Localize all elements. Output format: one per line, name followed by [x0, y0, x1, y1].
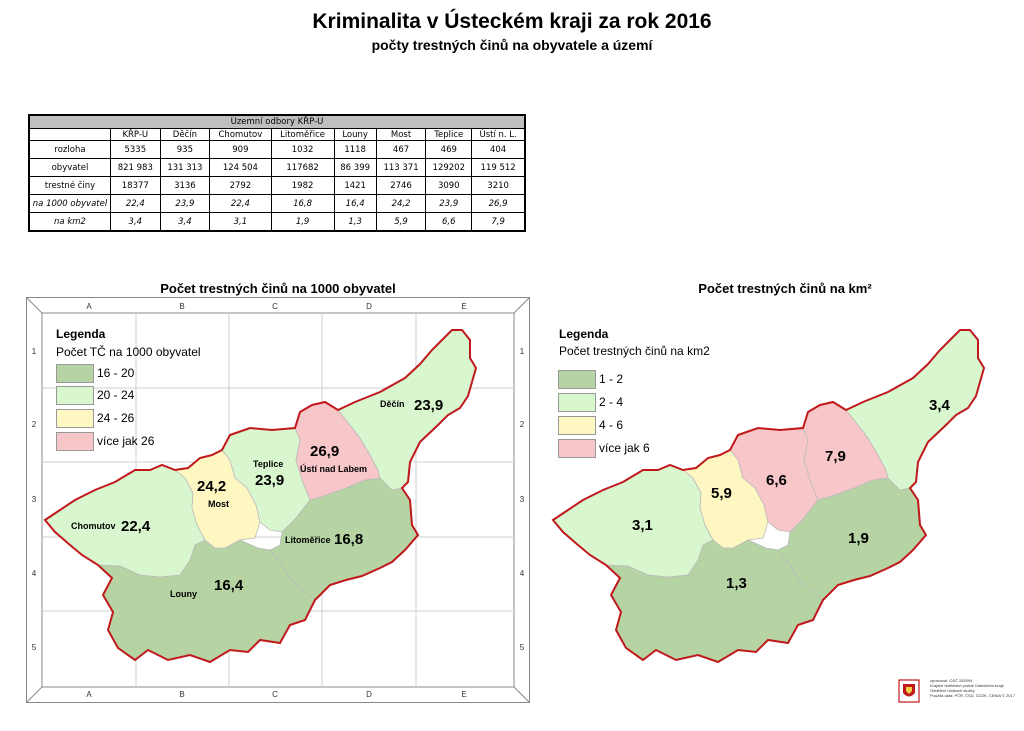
district-value-label: 6,6 — [766, 472, 787, 489]
table-cell: 1,3 — [333, 212, 377, 232]
legend-subtitle: Počet trestných činů na km2 — [559, 344, 710, 358]
legend-swatch — [56, 409, 94, 428]
grid-row-label: 5 — [32, 643, 37, 652]
table-group-header-row: Územní odbory KŘP-U — [28, 114, 526, 129]
map1-title: Počet trestných činů na 1000 obyvatel — [160, 281, 396, 296]
table-row: na km2 3,4 3,4 3,1 1,9 1,3 5,9 6,6 7,9 — [28, 212, 526, 232]
page-title: Kriminalita v Ústeckém kraji za rok 2016 — [312, 10, 712, 33]
legend-subtitle: Počet TČ na 1000 obyvatel — [56, 345, 201, 359]
grid-row-label: 1 — [32, 347, 37, 356]
legend-swatch — [56, 386, 94, 405]
grid-col-label: A — [86, 302, 92, 311]
grid-col-label: C — [272, 302, 278, 311]
district-value-label: 22,4 — [121, 518, 151, 535]
district-name-label: Louny — [170, 589, 197, 599]
district-name-label: Litoměřice — [285, 535, 331, 545]
page-subtitle: počty trestných činů na obyvatele a územ… — [371, 37, 653, 53]
grid-col-label: D — [366, 302, 372, 311]
legend-label: více jak 6 — [599, 441, 650, 455]
district-value-label: 24,2 — [197, 478, 226, 495]
grid-col-label: B — [179, 690, 184, 699]
grid-row-label: 3 — [520, 495, 525, 504]
grid-row-label: 2 — [520, 420, 525, 429]
legend-label: více jak 26 — [97, 434, 155, 448]
grid-row-label: 5 — [520, 643, 525, 652]
table-group-header: Územní odbory KŘP-U — [28, 114, 526, 129]
district-value-label: 23,9 — [255, 472, 284, 489]
legend-label: 16 - 20 — [97, 366, 135, 380]
map2-title: Počet trestných činů na km² — [698, 281, 872, 296]
grid-col-label: D — [366, 690, 372, 699]
legend-swatch — [56, 432, 94, 451]
district-value-label: 7,9 — [825, 448, 846, 465]
grid-col-label: C — [272, 690, 278, 699]
table-cell: 3,1 — [209, 212, 272, 232]
footer-line: zpracoval: OSČ 282094 — [930, 678, 973, 683]
legend-title: Legenda — [56, 327, 106, 341]
map1-frame: A B C D E A B C D E 1 2 3 4 5 1 2 3 4 5 — [26, 297, 530, 703]
legend-swatch — [558, 439, 596, 458]
row-label: na 1000 obyvatel — [28, 194, 111, 213]
district-name-label: Most — [208, 499, 229, 509]
legend-label: 20 - 24 — [97, 388, 135, 402]
statistics-table: Územní odbory KŘP-U KŘP-U Děčín Chomutov… — [28, 114, 526, 232]
district-name-label: Děčín — [380, 399, 405, 409]
police-emblem-icon — [898, 679, 920, 703]
table-cell: 24,2 — [375, 194, 427, 213]
table-cell: 16,4 — [333, 194, 377, 213]
district-value-label: 26,9 — [310, 443, 339, 460]
legend-swatch — [558, 370, 596, 389]
district-value-label: 16,4 — [214, 577, 244, 594]
legend-swatch — [56, 364, 94, 383]
legend-label: 4 - 6 — [599, 418, 624, 432]
grid-col-label: E — [461, 302, 466, 311]
district-name-label: Teplice — [253, 459, 283, 469]
grid-row-label: 3 — [32, 495, 37, 504]
table-cell: 22,4 — [209, 194, 272, 213]
district-name-label: Ústí nad Labem — [300, 463, 367, 474]
footer-line: Oddělení hlídkové služby — [930, 688, 975, 693]
legend-label: 1 - 2 — [599, 372, 624, 386]
grid-row-label: 4 — [520, 569, 525, 578]
district-value-label: 3,1 — [632, 517, 653, 534]
district-value-label: 16,8 — [334, 531, 363, 548]
table-row: na 1000 obyvatel 22,4 23,9 22,4 16,8 16,… — [28, 194, 526, 213]
grid-col-label: A — [86, 690, 92, 699]
footer-line: Použitá data: PČR, ČSÚ, ČÚZK, CENIA © 20… — [930, 693, 1015, 698]
district-value-label: 3,4 — [929, 397, 951, 414]
legend-swatch — [558, 416, 596, 435]
table-column-header-row: KŘP-U Děčín Chomutov Litoměřice Louny Mo… — [28, 128, 526, 141]
grid-col-label: E — [461, 690, 466, 699]
legend-label: 24 - 26 — [97, 411, 135, 425]
legend-label: 2 - 4 — [599, 395, 624, 409]
table-cell: 23,9 — [159, 194, 211, 213]
grid-row-label: 2 — [32, 420, 37, 429]
footer-line: Krajské ředitelství policie Ústeckého kr… — [930, 683, 1004, 688]
district-value-label: 23,9 — [414, 397, 443, 414]
grid-col-label: B — [179, 302, 184, 311]
footer-credits: zpracoval: OSČ 282094 Krajské ředitelstv… — [930, 678, 1020, 698]
legend-swatch — [558, 393, 596, 412]
district-value-label: 5,9 — [711, 485, 732, 502]
district-value-label: 1,9 — [848, 530, 869, 547]
table-cell: 7,9 — [471, 212, 526, 232]
district-value-label: 1,3 — [726, 575, 747, 592]
district-name-label: Chomutov — [71, 521, 116, 531]
grid-row-label: 1 — [520, 347, 525, 356]
table-row: trestné činy 18377 3136 2792 1982 1421 2… — [28, 176, 526, 195]
legend-title: Legenda — [559, 327, 609, 341]
grid-row-label: 4 — [32, 569, 37, 578]
row-label: na km2 — [28, 212, 111, 232]
table-cell: 26,9 — [471, 194, 526, 213]
